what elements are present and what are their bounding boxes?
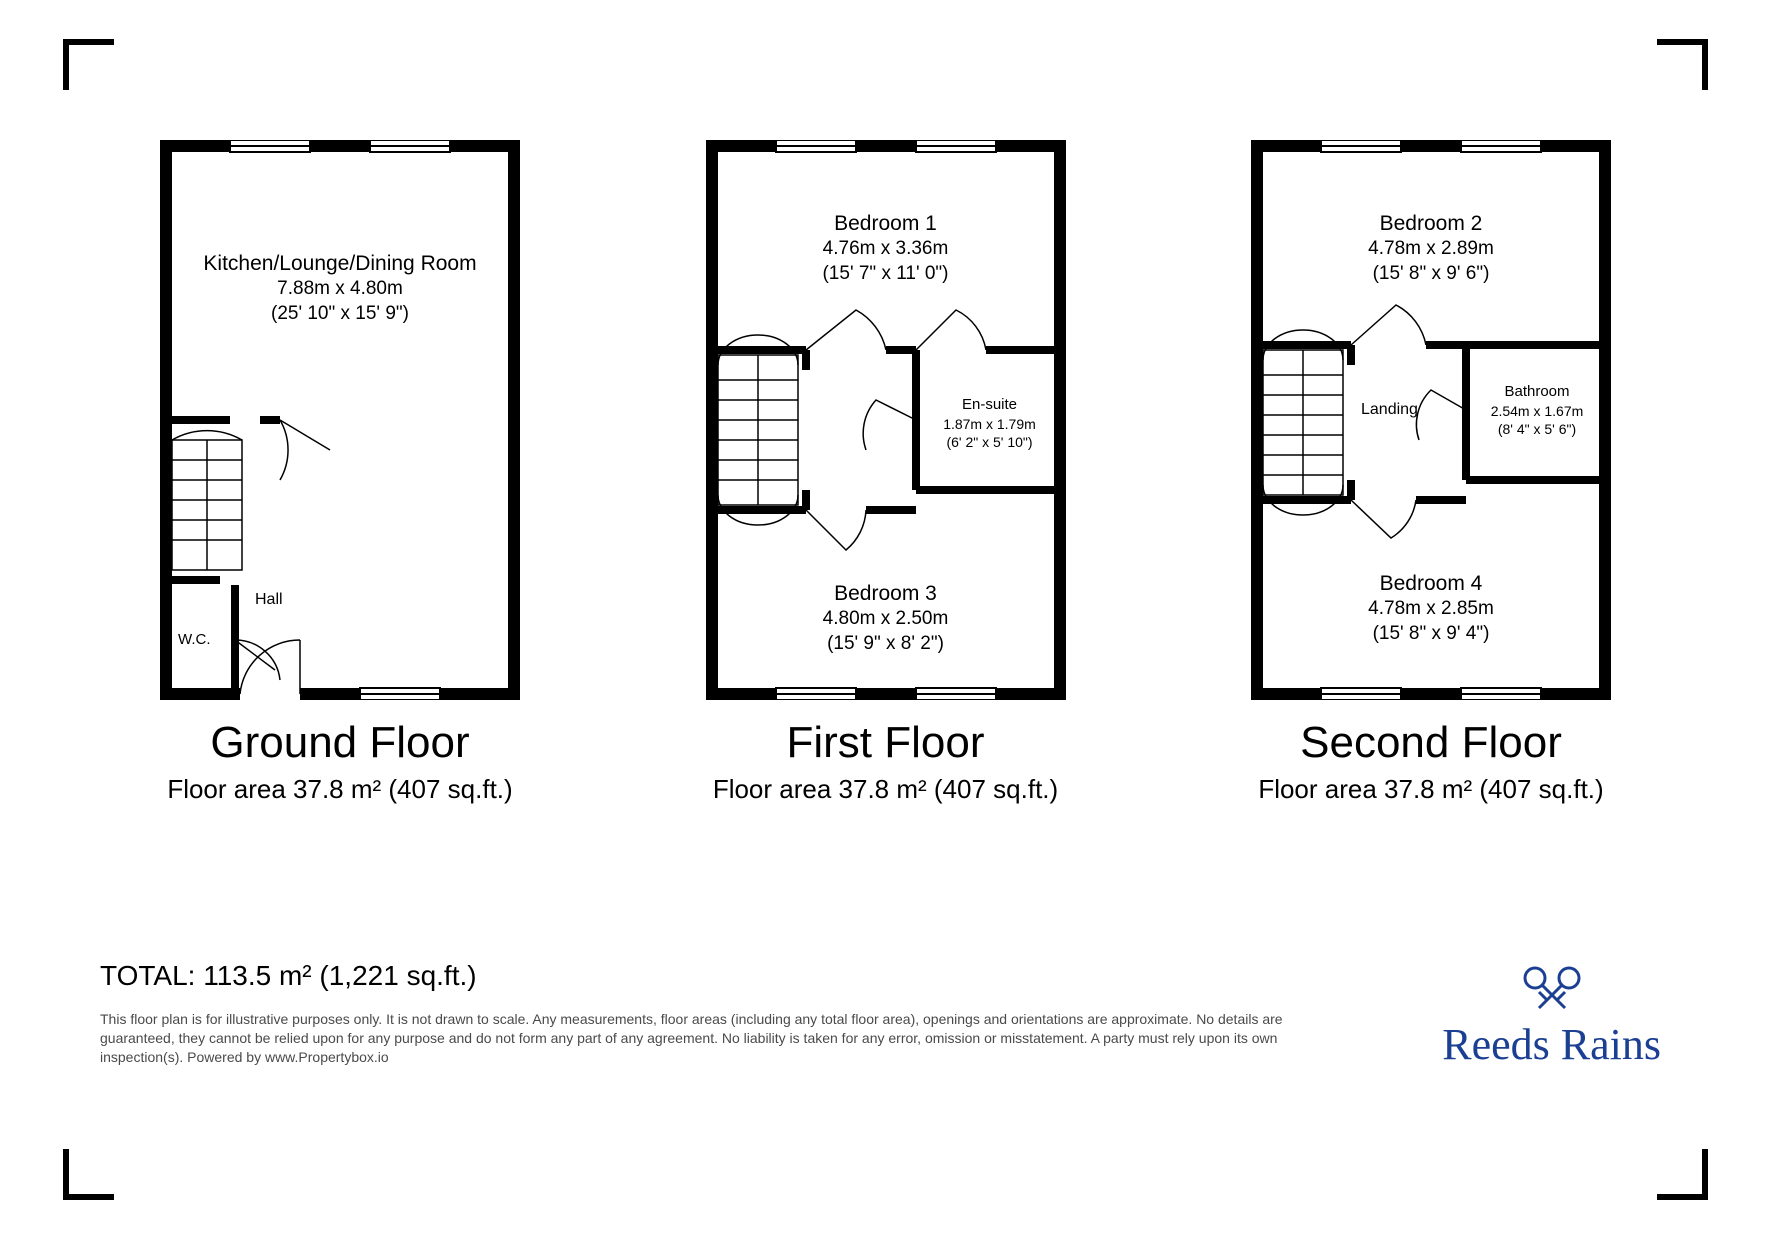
floor-area: Floor area 37.8 m² (407 sq.ft.) — [1258, 774, 1603, 805]
room-name: Bedroom 4 — [1251, 570, 1611, 597]
plan-ground: Kitchen/Lounge/Dining Room 7.88m x 4.80m… — [160, 140, 520, 700]
room-label-landing: Landing — [1361, 400, 1418, 421]
total-area: TOTAL: 113.5 m² (1,221 sq.ft.) — [100, 960, 477, 992]
floor-title: First Floor — [787, 718, 985, 768]
room-dims-m: 4.78m x 2.85m — [1251, 597, 1611, 622]
floor-title: Ground Floor — [210, 718, 469, 768]
room-label-wc: W.C. — [178, 630, 211, 650]
floor-title: Second Floor — [1300, 718, 1562, 768]
room-dims-m: 2.54m x 1.67m — [1473, 402, 1601, 420]
room-dims-ft: (15' 9" x 8' 2") — [706, 632, 1066, 657]
room-name: Bedroom 2 — [1251, 210, 1611, 237]
room-name: W.C. — [178, 630, 211, 650]
floors-row: Kitchen/Lounge/Dining Room 7.88m x 4.80m… — [100, 140, 1671, 805]
crop-mark-br — [1651, 1143, 1711, 1203]
plan-first: Bedroom 1 4.76m x 3.36m (15' 7" x 11' 0"… — [706, 140, 1066, 700]
room-dims-ft: (6' 2" x 5' 10") — [924, 433, 1056, 451]
room-dims-m: 7.88m x 4.80m — [160, 277, 520, 302]
floor-area: Floor area 37.8 m² (407 sq.ft.) — [713, 774, 1058, 805]
room-dims-m: 4.78m x 2.89m — [1251, 237, 1611, 262]
crop-mark-tr — [1651, 36, 1711, 96]
room-dims-ft: (25' 10" x 15' 9") — [160, 302, 520, 327]
disclaimer-text: This floor plan is for illustrative purp… — [100, 1010, 1320, 1067]
room-dims-ft: (15' 8" x 9' 6") — [1251, 262, 1611, 287]
room-name: Kitchen/Lounge/Dining Room — [160, 250, 520, 277]
room-label-ensuite: En-suite 1.87m x 1.79m (6' 2" x 5' 10") — [924, 395, 1056, 451]
room-name: En-suite — [924, 395, 1056, 415]
crop-mark-tl — [60, 36, 120, 96]
room-dims-ft: (15' 8" x 9' 4") — [1251, 622, 1611, 647]
room-label-bed2: Bedroom 2 4.78m x 2.89m (15' 8" x 9' 6") — [1251, 210, 1611, 287]
room-dims-m: 1.87m x 1.79m — [924, 415, 1056, 433]
room-dims-m: 4.80m x 2.50m — [706, 607, 1066, 632]
room-dims-m: 4.76m x 3.36m — [706, 237, 1066, 262]
room-name: Bedroom 1 — [706, 210, 1066, 237]
room-label-kld: Kitchen/Lounge/Dining Room 7.88m x 4.80m… — [160, 250, 520, 327]
room-name: Hall — [255, 590, 283, 611]
room-label-bath: Bathroom 2.54m x 1.67m (8' 4" x 5' 6") — [1473, 382, 1601, 438]
floorplan-svg-ground — [160, 140, 520, 700]
room-dims-ft: (8' 4" x 5' 6") — [1473, 420, 1601, 438]
room-label-bed4: Bedroom 4 4.78m x 2.85m (15' 8" x 9' 4") — [1251, 570, 1611, 647]
brand-block: Reeds Rains — [1442, 960, 1661, 1070]
floor-area: Floor area 37.8 m² (407 sq.ft.) — [167, 774, 512, 805]
crop-mark-bl — [60, 1143, 120, 1203]
room-label-bed1: Bedroom 1 4.76m x 3.36m (15' 7" x 11' 0"… — [706, 210, 1066, 287]
room-dims-ft: (15' 7" x 11' 0") — [706, 262, 1066, 287]
room-name: Bedroom 3 — [706, 580, 1066, 607]
keys-icon — [1517, 960, 1587, 1010]
floor-second: Bedroom 2 4.78m x 2.89m (15' 8" x 9' 6")… — [1191, 140, 1671, 805]
room-label-hall: Hall — [255, 590, 283, 611]
brand-name: Reeds Rains — [1442, 1019, 1661, 1070]
room-name: Bathroom — [1473, 382, 1601, 402]
floor-first: Bedroom 1 4.76m x 3.36m (15' 7" x 11' 0"… — [646, 140, 1126, 805]
plan-second: Bedroom 2 4.78m x 2.89m (15' 8" x 9' 6")… — [1251, 140, 1611, 700]
room-name: Landing — [1361, 400, 1418, 421]
floor-ground: Kitchen/Lounge/Dining Room 7.88m x 4.80m… — [100, 140, 580, 805]
room-label-bed3: Bedroom 3 4.80m x 2.50m (15' 9" x 8' 2") — [706, 580, 1066, 657]
